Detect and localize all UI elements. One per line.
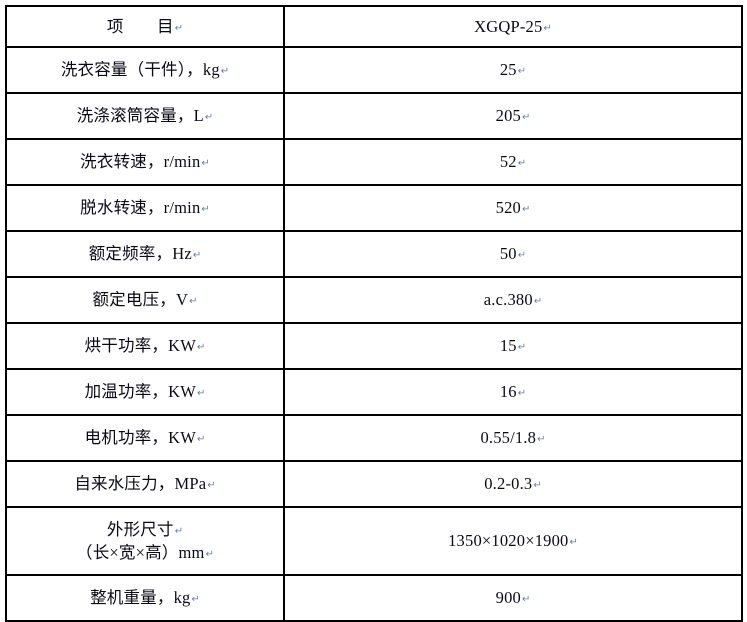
table-row: 自来水压力，MPa↵ 0.2-0.3↵ (5, 460, 743, 508)
cell-value: 52↵ (283, 138, 743, 186)
cell-text: 0.55/1.8↵ (480, 428, 546, 448)
paragraph-mark-icon: ↵ (537, 434, 546, 446)
table-row: 额定电压，V↵ a.c.380↵ (5, 276, 743, 324)
paragraph-mark-icon: ↵ (192, 250, 202, 262)
cell-text: 52↵ (499, 152, 527, 172)
paragraph-mark-icon: ↵ (517, 388, 527, 400)
paragraph-mark-icon: ↵ (201, 158, 210, 170)
paragraph-mark-icon: ↵ (533, 296, 543, 308)
table-row: 洗衣容量（干件），kg↵ 25↵ (5, 46, 743, 94)
cell-text: 额定频率，Hz↵ (88, 244, 202, 264)
cell-item-label: 洗涤滚筒容量，L↵ (5, 92, 285, 140)
cell-item-label: 烘干功率，KW↵ (5, 322, 285, 370)
cell-text: 电机功率，KW↵ (84, 428, 206, 448)
paragraph-mark-icon: ↵ (533, 480, 542, 492)
cell-text: 烘干功率，KW↵ (84, 336, 206, 356)
paragraph-mark-icon: ↵ (543, 22, 552, 34)
cell-text: 900↵ (495, 588, 531, 608)
paragraph-mark-icon: ↵ (197, 388, 206, 400)
table-row: 加温功率，KW↵ 16↵ (5, 368, 743, 416)
cell-value: 1350×1020×1900↵ (283, 506, 743, 576)
cell-value: 16↵ (283, 368, 743, 416)
table-row: 洗衣转速，r/min↵ 52↵ (5, 138, 743, 186)
paragraph-mark-icon: ↵ (517, 342, 527, 354)
cell-text: 16↵ (499, 382, 527, 402)
table-row: 脱水转速，r/min↵ 520↵ (5, 184, 743, 232)
paragraph-mark-icon: ↵ (569, 537, 578, 549)
paragraph-mark-icon: ↵ (521, 594, 531, 606)
cell-text: 额定电压，V↵ (92, 290, 198, 310)
table-row: 额定频率，Hz↵ 50↵ (5, 230, 743, 278)
cell-value: 25↵ (283, 46, 743, 94)
cell-text: 自来水压力，MPa↵ (74, 474, 216, 494)
document-page: 项 目↵ XGQP-25↵ 洗衣容量（干件），kg↵ 25↵ 洗涤滚筒容量，L↵ 205↵… (5, 5, 743, 622)
cell-text: 0.2-0.3↵ (484, 474, 542, 494)
cell-value: 205↵ (283, 92, 743, 140)
paragraph-mark-icon: ↵ (197, 342, 206, 354)
cell-value: 15↵ (283, 322, 743, 370)
cell-text: 50↵ (499, 244, 527, 264)
cell-text: 520↵ (495, 198, 531, 218)
cell-text: 25↵ (499, 60, 527, 80)
paragraph-mark-icon: ↵ (189, 296, 198, 308)
paragraph-mark-icon: ↵ (207, 480, 216, 492)
cell-item-label: 洗衣容量（干件），kg↵ (5, 46, 285, 94)
paragraph-mark-icon: ↵ (197, 434, 206, 446)
paragraph-mark-icon: ↵ (174, 525, 184, 537)
cell-item-label: 整机重量，kg↵ (5, 574, 285, 622)
paragraph-mark-icon: ↵ (521, 112, 531, 124)
table-row: 电机功率，KW↵ 0.55/1.8↵ (5, 414, 743, 462)
cell-item-label: 洗衣转速，r/min↵ (5, 138, 285, 186)
table-row: 洗涤滚筒容量，L↵ 205↵ (5, 92, 743, 140)
cell-item-label: 自来水压力，MPa↵ (5, 460, 285, 508)
cell-item-label: 加温功率，KW↵ (5, 368, 285, 416)
cell-text: 外形尺寸↵ (106, 519, 184, 539)
cell-text: XGQP-25↵ (474, 16, 552, 36)
cell-text: 整机重量，kg↵ (90, 588, 200, 608)
header-cell-model: XGQP-25↵ (283, 5, 743, 48)
cell-text-line-2: （长×宽×高）mm↵ (76, 542, 214, 562)
specification-table: 项 目↵ XGQP-25↵ 洗衣容量（干件），kg↵ 25↵ 洗涤滚筒容量，L↵ 205↵… (5, 5, 743, 622)
cell-value: 520↵ (283, 184, 743, 232)
cell-text: 洗衣转速，r/min↵ (80, 152, 210, 172)
paragraph-mark-icon: ↵ (201, 204, 210, 216)
cell-item-label: 外形尺寸↵ （长×宽×高）mm↵ (5, 506, 285, 576)
cell-value: 50↵ (283, 230, 743, 278)
paragraph-mark-icon: ↵ (220, 66, 230, 78)
cell-text: 205↵ (495, 106, 531, 126)
cell-text: 洗涤滚筒容量，L↵ (76, 106, 214, 126)
paragraph-mark-icon: ↵ (517, 66, 527, 78)
cell-item-label: 额定电压，V↵ (5, 276, 285, 324)
cell-value: 900↵ (283, 574, 743, 622)
paragraph-mark-icon: ↵ (205, 548, 214, 560)
cell-value: 0.2-0.3↵ (283, 460, 743, 508)
paragraph-mark-icon: ↵ (517, 158, 527, 170)
table-header-row: 项 目↵ XGQP-25↵ (5, 5, 743, 48)
paragraph-mark-icon: ↵ (191, 594, 200, 606)
cell-text: 1350×1020×1900↵ (448, 531, 578, 551)
cell-value: 0.55/1.8↵ (283, 414, 743, 462)
cell-item-label: 额定频率，Hz↵ (5, 230, 285, 278)
paragraph-mark-icon: ↵ (517, 250, 527, 262)
table-row: 整机重量，kg↵ 900↵ (5, 574, 743, 622)
cell-item-label: 电机功率，KW↵ (5, 414, 285, 462)
cell-text: 洗衣容量（干件），kg↵ (60, 60, 230, 80)
cell-text: 加温功率，KW↵ (84, 382, 206, 402)
table-body: 项 目↵ XGQP-25↵ 洗衣容量（干件），kg↵ 25↵ 洗涤滚筒容量，L↵ 205↵… (5, 5, 743, 622)
cell-text: a.c.380↵ (483, 290, 543, 310)
cell-value: a.c.380↵ (283, 276, 743, 324)
cell-text: 项 目↵ (106, 16, 184, 36)
paragraph-mark-icon: ↵ (204, 112, 214, 124)
cell-text: 15↵ (499, 336, 527, 356)
table-row: 外形尺寸↵ （长×宽×高）mm↵ 1350×1020×1900↵ (5, 506, 743, 576)
paragraph-mark-icon: ↵ (174, 22, 184, 34)
table-row: 烘干功率，KW↵ 15↵ (5, 322, 743, 370)
paragraph-mark-icon: ↵ (521, 204, 531, 216)
header-cell-item: 项 目↵ (5, 5, 285, 48)
cell-item-label: 脱水转速，r/min↵ (5, 184, 285, 232)
cell-text: 脱水转速，r/min↵ (80, 198, 210, 218)
